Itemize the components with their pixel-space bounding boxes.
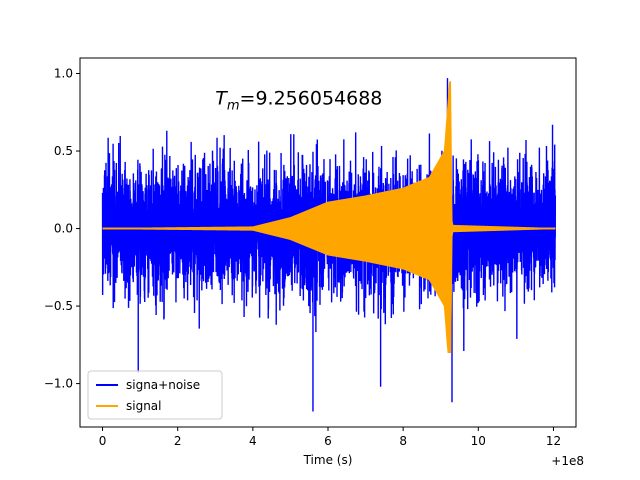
x-tick-label: 6 [324, 434, 332, 448]
x-tick-label: 2 [174, 434, 182, 448]
x-tick-label: 8 [399, 434, 407, 448]
annotation-tm: Tm=9.256054688 [215, 88, 382, 114]
x-axis: 0 2 4 6 8 10 12 [99, 427, 561, 448]
x-axis-offset-label: +1e8 [551, 454, 584, 468]
y-tick-label: 0.0 [54, 222, 73, 236]
y-tick-label: 1.0 [54, 67, 73, 81]
y-axis: −1.0 −0.5 0.0 0.5 1.0 [44, 67, 80, 391]
y-tick-label: −1.0 [44, 377, 73, 391]
x-tick-label: 12 [546, 434, 561, 448]
legend-label-signal: signal [126, 399, 162, 413]
y-tick-label: −0.5 [44, 299, 73, 313]
legend-box [87, 370, 223, 420]
plot-content [101, 78, 557, 412]
legend: signa+noise signal [87, 370, 223, 420]
x-tick-label: 0 [99, 434, 107, 448]
legend-label-signal-noise: signa+noise [126, 378, 200, 392]
x-tick-label: 4 [249, 434, 257, 448]
x-tick-label: 10 [471, 434, 486, 448]
y-tick-label: 0.5 [54, 144, 73, 158]
annotation-value: =9.256054688 [240, 88, 383, 110]
annotation-subscript: m [227, 99, 240, 114]
annotation-symbol: T [215, 88, 228, 110]
x-axis-label: Time (s) [303, 453, 353, 467]
